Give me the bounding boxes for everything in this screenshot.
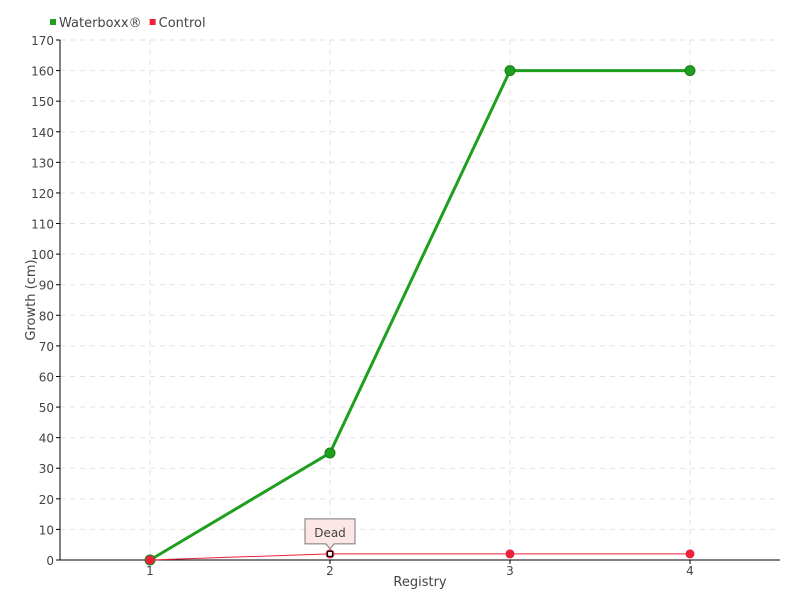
grid (60, 39, 780, 560)
y-tick-label: 170 (31, 34, 54, 48)
y-tick-label: 10 (39, 523, 54, 537)
y-tick-label: 50 (39, 401, 54, 415)
y-tick-label: 30 (39, 462, 54, 476)
y-tick-label: 0 (46, 554, 54, 568)
y-tick-label: 80 (39, 309, 54, 323)
axes: 0 10 20 30 40 50 60 70 80 90 100 110 120 130 140 150 160… (31, 34, 780, 578)
y-tick-label: 40 (39, 432, 54, 446)
legend-swatch (50, 19, 56, 25)
x-tick-label: 2 (326, 564, 334, 578)
x-tick-label: 4 (686, 564, 694, 578)
y-tick-label: 160 (31, 65, 54, 79)
legend-label: Control (159, 16, 206, 31)
y-tick-label: 100 (31, 248, 54, 262)
data-point (504, 65, 516, 77)
y-tick-label: 60 (39, 370, 54, 384)
y-tick-label: 110 (31, 218, 54, 232)
y-tick-label: 150 (31, 95, 54, 109)
annotation-layer: Dead (304, 518, 356, 550)
data-point (324, 447, 336, 459)
legend-swatch (149, 19, 156, 25)
y-axis-label: Growth (cm) (24, 259, 39, 340)
y-tick-label: 20 (39, 493, 54, 507)
series-layer (144, 65, 696, 566)
x-tick-label: 3 (506, 564, 514, 578)
x-tick-label: 1 (146, 564, 154, 578)
y-tick-label: 90 (39, 279, 54, 293)
data-point (685, 549, 695, 559)
data-point (684, 65, 696, 77)
series-line-control (149, 553, 690, 561)
data-point-marker (326, 550, 334, 557)
y-tick-label: 130 (31, 156, 54, 170)
legend-label: Waterboxx® (59, 16, 142, 31)
y-tick-label: 70 (39, 340, 54, 354)
y-tick-label: 140 (31, 126, 54, 140)
y-tick-label: 120 (31, 187, 54, 201)
legend[interactable]: Waterboxx® Control (50, 16, 206, 31)
annotation-box (304, 518, 356, 550)
series-line-waterboxx (149, 69, 690, 562)
data-point (145, 555, 155, 565)
annotation-text: Dead (314, 526, 346, 540)
x-axis-label: Registry (393, 575, 447, 590)
data-point (505, 549, 515, 559)
